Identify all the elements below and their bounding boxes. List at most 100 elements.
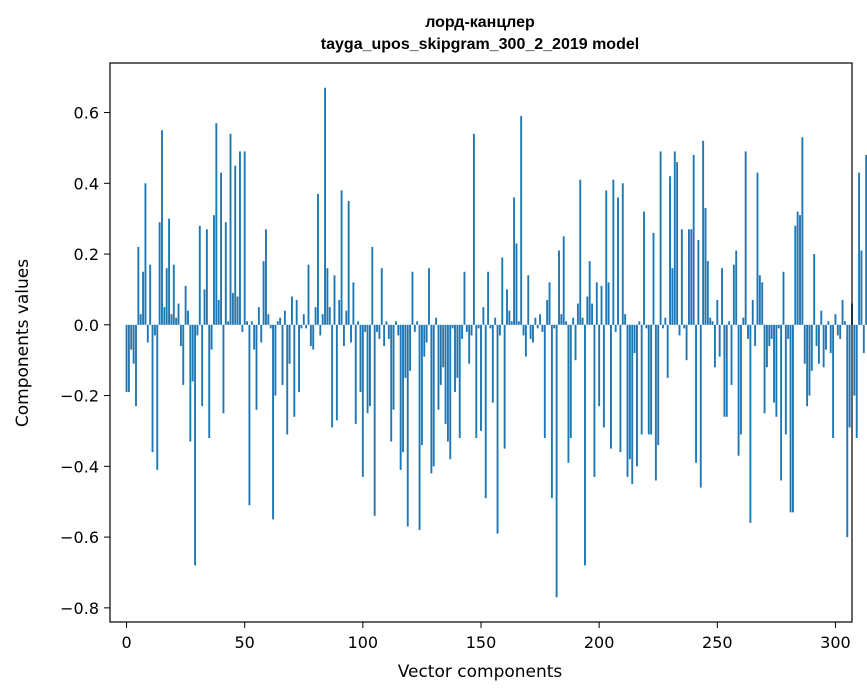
bar xyxy=(647,324,650,435)
bar xyxy=(699,324,702,488)
bar xyxy=(442,324,445,368)
bar xyxy=(484,324,487,499)
bar xyxy=(676,162,679,325)
bar xyxy=(848,324,851,428)
bar xyxy=(231,292,234,325)
bar xyxy=(782,271,785,325)
bar xyxy=(562,236,565,325)
bar xyxy=(853,324,856,396)
bar xyxy=(569,324,572,439)
y-tick-label: −0.6 xyxy=(60,528,99,547)
bar xyxy=(735,250,738,325)
bar xyxy=(825,324,827,350)
bar xyxy=(340,190,343,325)
bar xyxy=(149,264,152,325)
bar xyxy=(307,264,310,325)
bar xyxy=(832,324,835,439)
bar xyxy=(820,310,823,325)
bar xyxy=(194,324,197,566)
bar xyxy=(520,116,523,325)
x-axis-ticks: 0 50 100 150 200 250 300 xyxy=(121,622,851,652)
bar xyxy=(179,324,182,347)
bar xyxy=(706,261,709,325)
bar xyxy=(168,218,171,325)
bar xyxy=(860,250,863,325)
bar xyxy=(732,264,735,325)
bar xyxy=(784,324,787,435)
bar xyxy=(763,324,766,414)
bar xyxy=(539,314,542,325)
x-tick-label: 200 xyxy=(584,633,615,652)
y-tick-label: −0.8 xyxy=(60,599,99,618)
bar xyxy=(546,300,549,325)
bar xyxy=(338,300,341,325)
bar xyxy=(305,324,308,329)
bar xyxy=(607,282,610,325)
bar xyxy=(295,300,298,325)
bar xyxy=(739,324,742,435)
bar xyxy=(300,324,303,329)
bar xyxy=(144,183,147,325)
bar xyxy=(236,296,239,325)
bar xyxy=(865,154,867,325)
bar xyxy=(345,310,348,325)
bar xyxy=(631,324,634,485)
bar xyxy=(709,317,712,325)
bar xyxy=(220,172,223,325)
bar xyxy=(602,324,605,428)
bar xyxy=(624,314,627,325)
x-tick-label: 300 xyxy=(820,633,851,652)
bar xyxy=(489,324,492,329)
bar xyxy=(380,268,383,325)
bar xyxy=(494,317,497,325)
bar xyxy=(383,324,386,347)
bar xyxy=(458,324,461,439)
bar xyxy=(586,296,589,325)
bar xyxy=(813,254,816,325)
bar xyxy=(281,324,284,385)
bar xyxy=(248,324,251,506)
bar xyxy=(257,307,260,325)
bar xyxy=(810,324,813,371)
bar xyxy=(454,324,456,393)
bar xyxy=(205,229,208,325)
bar xyxy=(728,321,731,325)
bar xyxy=(791,324,794,513)
bar xyxy=(274,324,277,396)
bar xyxy=(449,324,452,460)
bar xyxy=(283,310,286,325)
bar xyxy=(640,324,643,435)
bar xyxy=(404,324,407,378)
bar xyxy=(461,324,464,339)
bar xyxy=(598,324,601,407)
bar xyxy=(808,324,811,396)
bar xyxy=(548,282,551,325)
bar xyxy=(279,317,282,325)
bar xyxy=(789,324,792,513)
bar xyxy=(423,324,426,357)
bar xyxy=(751,300,754,325)
bar xyxy=(664,317,667,325)
bar xyxy=(744,151,747,325)
bar xyxy=(704,208,707,325)
bar xyxy=(399,324,402,470)
bar xyxy=(125,324,128,393)
bar xyxy=(666,324,669,378)
bar xyxy=(584,324,586,566)
bar xyxy=(555,324,558,598)
chart-subtitle: tayga_upos_skipgram_300_2_2019 model xyxy=(321,36,639,53)
bar xyxy=(378,324,381,339)
bar xyxy=(463,271,466,325)
bar xyxy=(806,324,809,407)
bar xyxy=(532,324,534,343)
bar xyxy=(227,321,230,325)
bar xyxy=(286,324,289,435)
bar xyxy=(669,176,671,325)
bar xyxy=(312,324,315,350)
bar xyxy=(836,324,839,336)
bar xyxy=(610,324,612,449)
bar xyxy=(680,229,683,325)
bar xyxy=(560,314,563,325)
bar xyxy=(780,324,783,481)
bar xyxy=(565,321,568,325)
